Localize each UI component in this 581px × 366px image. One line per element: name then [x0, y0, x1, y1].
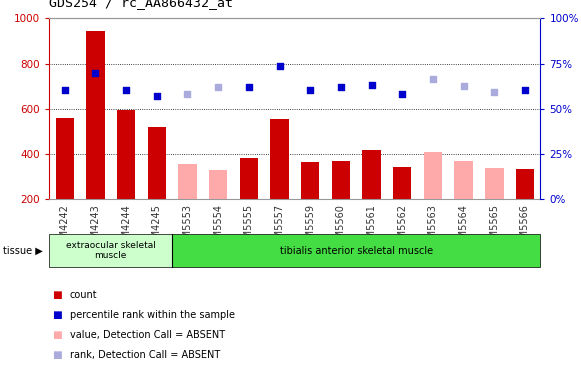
Bar	[332, 161, 350, 199]
Point	[183, 91, 192, 97]
Text: ■: ■	[52, 330, 62, 340]
Point	[152, 93, 162, 99]
Bar	[178, 164, 196, 199]
Text: ■: ■	[52, 290, 62, 300]
Text: count: count	[70, 290, 98, 300]
Point	[275, 63, 284, 69]
Bar	[454, 161, 473, 199]
Point	[367, 82, 376, 88]
Bar	[86, 31, 105, 199]
Text: extraocular skeletal
muscle: extraocular skeletal muscle	[66, 241, 156, 261]
Bar	[239, 158, 258, 199]
Point	[213, 85, 223, 90]
Point	[459, 83, 468, 89]
Text: percentile rank within the sample: percentile rank within the sample	[70, 310, 235, 320]
Text: GDS254 / rc_AA866432_at: GDS254 / rc_AA866432_at	[49, 0, 234, 9]
Text: ■: ■	[52, 310, 62, 320]
Point	[306, 87, 315, 93]
Point	[91, 70, 100, 76]
Point	[60, 87, 69, 93]
Bar	[485, 168, 504, 199]
Point	[397, 91, 407, 97]
Bar	[363, 150, 381, 199]
Text: tissue ▶: tissue ▶	[3, 246, 42, 256]
Point	[121, 87, 131, 93]
Bar	[56, 118, 74, 199]
Point	[521, 87, 530, 93]
Point	[336, 85, 346, 90]
Bar	[209, 170, 227, 199]
Bar	[424, 152, 442, 199]
Bar	[117, 110, 135, 199]
Bar	[393, 167, 411, 199]
Point	[490, 89, 499, 95]
Bar	[516, 169, 534, 199]
Bar	[301, 162, 320, 199]
Text: ■: ■	[52, 350, 62, 360]
Text: tibialis anterior skeletal muscle: tibialis anterior skeletal muscle	[279, 246, 433, 256]
Text: rank, Detection Call = ABSENT: rank, Detection Call = ABSENT	[70, 350, 220, 360]
Bar	[270, 119, 289, 199]
Text: value, Detection Call = ABSENT: value, Detection Call = ABSENT	[70, 330, 225, 340]
Bar	[148, 127, 166, 199]
Point	[244, 85, 253, 90]
Point	[428, 76, 437, 82]
